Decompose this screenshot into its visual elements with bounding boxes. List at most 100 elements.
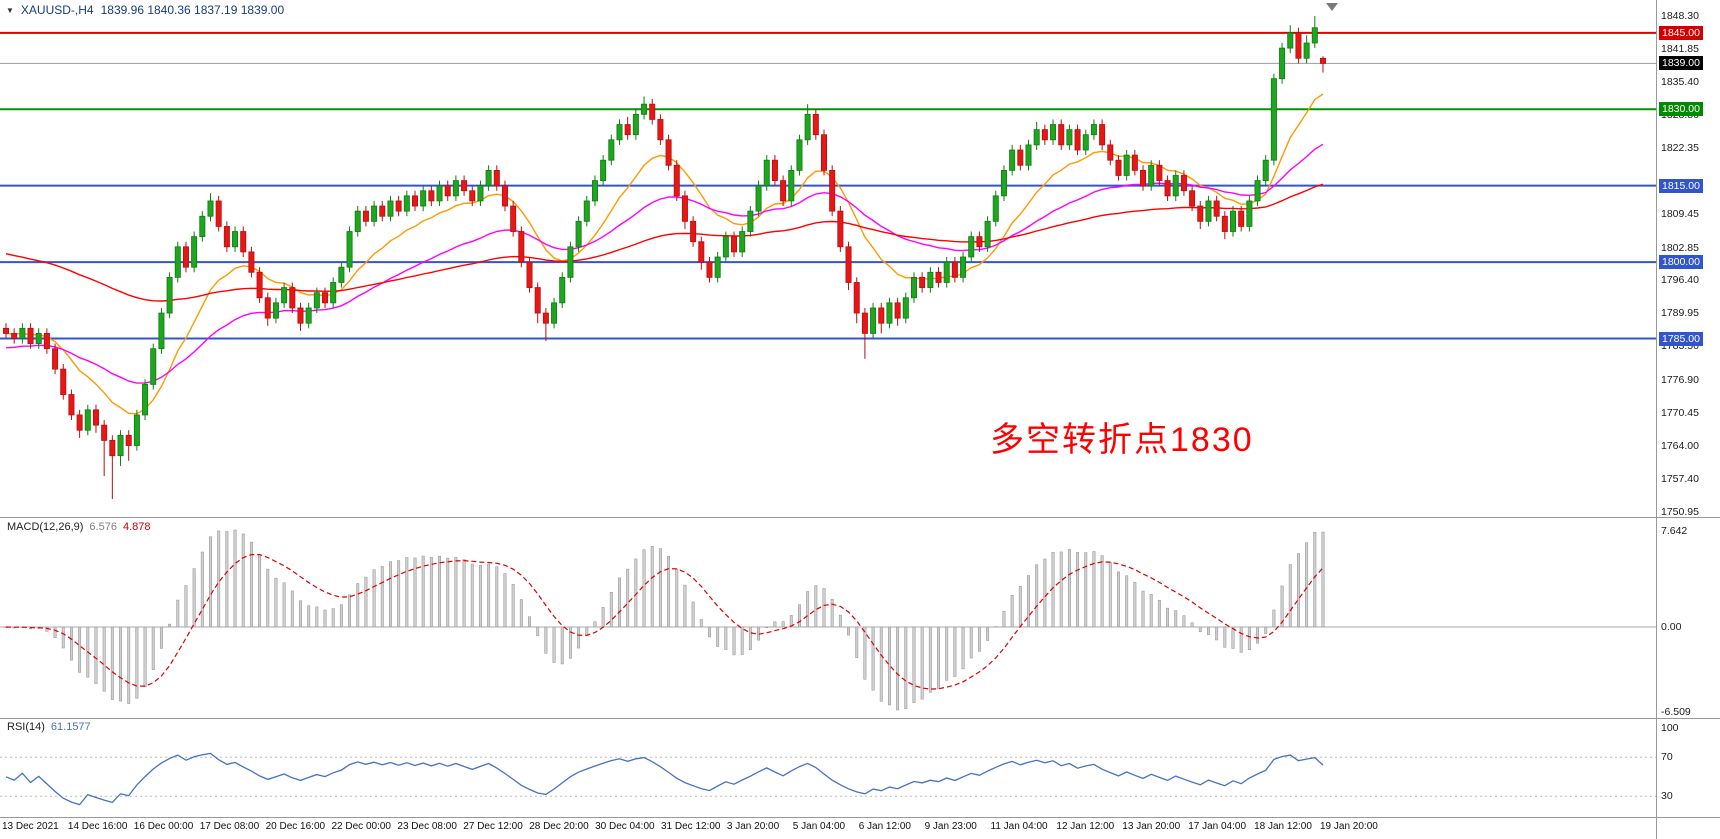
candle <box>272 302 279 319</box>
candle <box>1172 175 1179 197</box>
candle <box>436 185 443 202</box>
symbol-dropdown-icon[interactable]: ▼ <box>6 5 14 15</box>
candle <box>641 103 648 115</box>
macd-histogram-bar <box>1198 626 1202 632</box>
candle <box>1213 200 1220 217</box>
candle <box>1074 129 1081 151</box>
candle <box>837 210 844 248</box>
macd-histogram-bar <box>1166 607 1170 628</box>
macd-histogram-bar <box>1157 599 1161 628</box>
macd-histogram-bar <box>323 609 327 628</box>
macd-histogram-bar <box>127 626 131 704</box>
macd-histogram-bar <box>773 621 777 628</box>
candle <box>698 241 705 263</box>
macd-histogram-bar <box>887 626 891 706</box>
candle <box>27 327 34 345</box>
macd-histogram-bar <box>1182 615 1186 628</box>
candle <box>142 383 149 416</box>
macd-histogram-bar <box>315 606 319 628</box>
macd-histogram-bar <box>1100 555 1104 628</box>
macd-histogram-bar <box>102 626 106 692</box>
candle <box>493 169 500 187</box>
macd-histogram-bar <box>1149 594 1153 628</box>
macd-histogram-bar <box>626 568 630 628</box>
candle <box>1009 149 1016 171</box>
macd-histogram-bar <box>806 591 810 628</box>
macd-histogram-bar <box>830 599 834 628</box>
candle <box>395 200 402 212</box>
candle <box>174 246 181 278</box>
macd-histogram-bar <box>511 584 515 628</box>
candle <box>1189 190 1196 207</box>
candle <box>968 236 975 258</box>
candle <box>84 409 91 431</box>
candle <box>182 246 189 268</box>
macd-histogram-bar <box>307 605 311 628</box>
candle <box>1319 57 1326 64</box>
macd-histogram-bar <box>536 626 540 637</box>
macd-histogram-bar <box>1092 551 1096 628</box>
macd-histogram-bar <box>650 546 654 628</box>
candle <box>313 292 320 309</box>
candle <box>379 205 386 217</box>
candle <box>485 169 492 187</box>
candle <box>403 195 410 212</box>
macd-histogram-bar <box>143 626 147 688</box>
symbol-timeframe-label: XAUUSD-,H4 <box>20 3 94 17</box>
candle <box>788 169 795 202</box>
candle <box>526 261 533 288</box>
candle <box>1230 210 1237 232</box>
macd-histogram-bar <box>1043 558 1047 628</box>
candle <box>780 180 787 202</box>
macd-histogram-bar <box>397 560 401 628</box>
macd-histogram-bar <box>478 565 482 628</box>
candle <box>1205 200 1212 222</box>
macd-histogram-bar <box>405 557 409 628</box>
macd-histogram-bar <box>1125 575 1129 628</box>
macd-histogram-bar <box>1288 564 1292 628</box>
macd-histogram-bar <box>159 626 163 649</box>
candle <box>935 271 942 283</box>
macd-histogram-bar <box>732 626 736 656</box>
candle <box>910 276 917 299</box>
macd-histogram-bar <box>740 626 744 655</box>
candle <box>690 220 697 243</box>
candle <box>739 231 746 253</box>
candle <box>714 256 721 278</box>
candle <box>117 434 124 457</box>
macd-histogram-bar <box>748 626 752 650</box>
candle <box>624 124 631 136</box>
ohlc-values: 1839.96 1840.36 1837.19 1839.00 <box>100 3 285 17</box>
candle <box>240 231 247 253</box>
macd-histogram-bar <box>879 626 883 702</box>
candle <box>1164 180 1171 197</box>
macd-histogram-bar <box>119 626 122 702</box>
macd-histogram-bar <box>838 614 842 628</box>
candle <box>608 139 615 161</box>
macd-histogram-bar <box>1223 626 1227 648</box>
candle <box>223 226 230 248</box>
macd-histogram-bar <box>1247 626 1251 651</box>
macd-histogram-bar <box>961 626 965 670</box>
macd-histogram-bar <box>896 626 900 711</box>
candle <box>1246 200 1253 227</box>
macd-histogram-bar <box>675 569 679 628</box>
ma-mid-magenta <box>5 143 1324 384</box>
candle <box>845 246 852 283</box>
chart-shift-marker[interactable] <box>1326 3 1338 11</box>
candle <box>297 307 304 324</box>
candle <box>452 180 459 197</box>
macd-histogram-bar <box>184 585 188 628</box>
macd-histogram-bar <box>618 577 621 628</box>
macd-histogram-bar <box>176 599 180 628</box>
macd-histogram-bar <box>814 585 818 628</box>
candle <box>322 292 329 304</box>
macd-histogram-bar <box>781 621 785 628</box>
candle <box>387 200 394 217</box>
macd-histogram-bar <box>274 577 278 628</box>
candle <box>1090 124 1097 136</box>
macd-histogram-bar <box>577 626 581 649</box>
candle <box>19 327 26 339</box>
